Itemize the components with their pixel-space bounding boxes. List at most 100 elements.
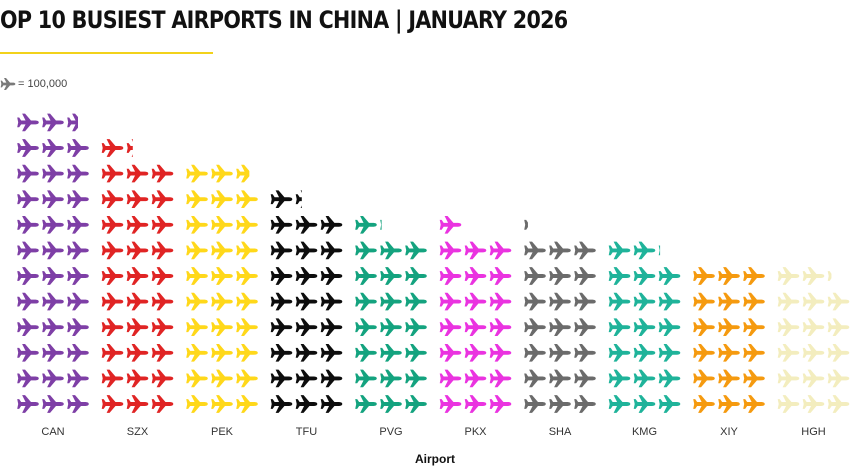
airplane-icon	[633, 267, 656, 285]
airplane-icon	[186, 190, 208, 209]
airplane-icon	[355, 318, 377, 337]
airplane-icon	[270, 343, 293, 362]
airplane-icon	[42, 113, 64, 132]
airplane-icon	[464, 343, 487, 362]
airplane-icon	[270, 318, 293, 337]
airplane-icon	[693, 343, 715, 362]
airplane-icon	[549, 318, 571, 337]
airplane-icon	[743, 369, 765, 388]
airplane-icon	[126, 369, 149, 388]
airplane-icon	[236, 215, 258, 234]
airplane-icon	[42, 395, 64, 413]
airplane-icon	[355, 343, 377, 362]
airplane-icon	[827, 318, 850, 337]
airplane-icon	[439, 369, 462, 388]
airplane-icon	[405, 395, 427, 413]
airplane-icon	[42, 190, 64, 209]
airplane-icon	[186, 292, 208, 311]
airplane-icon	[743, 318, 765, 337]
airplane-icon	[380, 395, 402, 413]
airplane-icon	[693, 369, 715, 388]
airplane-icon	[355, 241, 377, 260]
airplane-icon	[693, 395, 715, 413]
airplane-icon	[464, 318, 487, 337]
airplane-icon	[608, 241, 631, 260]
airplane-icon	[101, 318, 124, 337]
airplane-icon	[405, 292, 427, 311]
airplane-icon	[42, 343, 64, 362]
airplane-icon	[320, 369, 343, 388]
airplane-icon	[464, 241, 487, 260]
airplane-icon	[186, 241, 208, 260]
airplane-icon	[439, 267, 462, 285]
airplane-icon	[489, 292, 512, 311]
airplane-icon	[42, 215, 64, 234]
airplane-icon	[17, 318, 39, 337]
airplane-icon	[489, 267, 512, 285]
airplane-icon	[693, 267, 715, 285]
airplane-icon	[827, 343, 850, 362]
airplane-icon	[211, 215, 233, 234]
airport-group-xiy	[693, 267, 765, 413]
airplane-icon	[802, 343, 825, 362]
airplane-icon	[574, 292, 596, 311]
airplane-icon	[236, 369, 258, 388]
airplane-icon	[380, 343, 402, 362]
airplane-icon	[295, 395, 318, 413]
partial-airplane-icon	[295, 190, 302, 209]
airplane-icon	[186, 215, 208, 234]
airplane-icon	[211, 190, 233, 209]
airplane-icon	[380, 267, 402, 285]
airplane-icon	[464, 267, 487, 285]
airplane-icon	[211, 241, 233, 260]
airplane-icon	[574, 369, 596, 388]
title-underline	[0, 52, 213, 54]
airplane-icon	[524, 343, 546, 362]
airplane-icon	[42, 292, 64, 311]
airplane-icon	[743, 395, 765, 413]
airplane-icon	[295, 241, 318, 260]
airplane-icon	[355, 215, 377, 234]
airplane-icon	[380, 292, 402, 311]
airplane-icon	[718, 267, 740, 285]
airplane-icon	[151, 215, 174, 234]
airplane-icon	[380, 318, 402, 337]
airplane-icon	[489, 395, 512, 413]
x-tick-label-hgh: HGH	[801, 426, 826, 438]
legend: = 100,000	[0, 76, 67, 92]
airplane-icon	[524, 395, 546, 413]
airplane-icon	[355, 369, 377, 388]
airplane-icon	[17, 369, 39, 388]
airplane-icon	[658, 343, 681, 362]
airplane-icon	[126, 395, 149, 413]
airplane-icon	[42, 267, 64, 285]
airplane-icon	[211, 318, 233, 337]
airplane-icon	[126, 267, 149, 285]
airplane-icon	[802, 395, 825, 413]
airplane-icon	[295, 267, 318, 285]
airplane-icon	[186, 318, 208, 337]
airplane-icon	[151, 241, 174, 260]
airplane-icon	[101, 267, 124, 285]
airplane-icon	[693, 292, 715, 311]
airplane-icon	[17, 241, 39, 260]
airplane-icon	[67, 267, 89, 285]
airplane-icon	[151, 369, 174, 388]
x-tick-label-kmg: KMG	[632, 426, 657, 438]
airplane-icon	[405, 369, 427, 388]
airplane-icon	[17, 215, 39, 234]
airplane-icon	[320, 267, 343, 285]
airplane-icon	[67, 190, 89, 209]
airplane-icon	[0, 78, 16, 90]
airport-group-sha	[524, 219, 596, 413]
airplane-icon	[718, 292, 740, 311]
airplane-icon	[464, 369, 487, 388]
airplane-icon	[270, 241, 293, 260]
airplane-icon	[802, 369, 825, 388]
airplane-icon	[355, 292, 377, 311]
airplane-icon	[405, 318, 427, 337]
airplane-icon	[186, 267, 208, 285]
chart-title: OP 10 BUSIEST AIRPORTS IN CHINA | JANUAR…	[0, 6, 568, 34]
airplane-icon	[320, 292, 343, 311]
